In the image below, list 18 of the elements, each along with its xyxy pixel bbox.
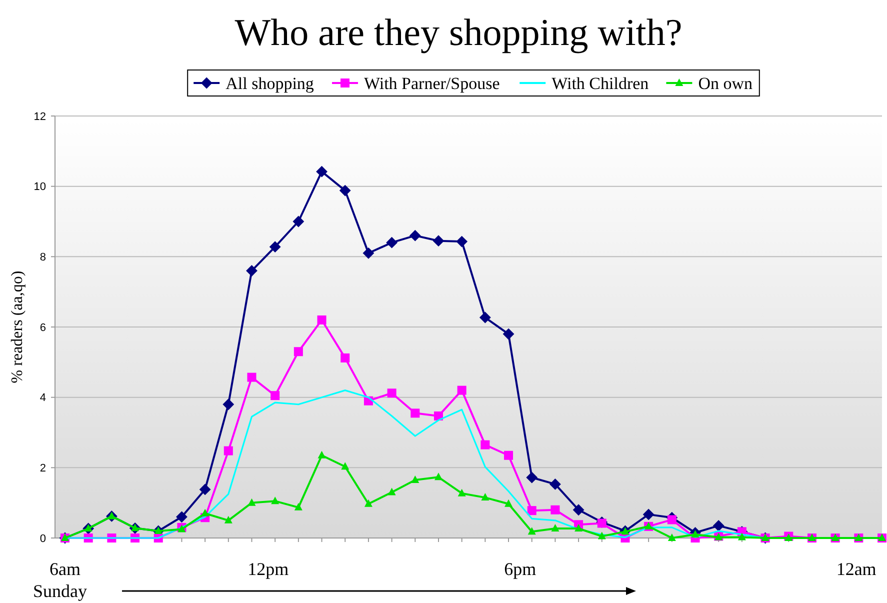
legend-label: On own	[698, 74, 754, 93]
y-tick-label: 2	[40, 462, 46, 475]
text: 12am	[836, 559, 876, 579]
y-tick-label: 0	[40, 532, 46, 545]
y-tick-label: 6	[40, 322, 46, 334]
legend-label: All shopping	[226, 74, 314, 93]
y-tick-label: 8	[40, 252, 46, 264]
y-tick-label: 10	[34, 181, 46, 194]
y-axis-title: % readers (aa,qo)	[9, 270, 26, 384]
text: Sunday	[33, 581, 87, 601]
chart-title: Who are they shopping with?	[234, 12, 682, 54]
legend-label: With Parner/Spouse	[364, 74, 500, 93]
y-tick-label: 12	[34, 110, 46, 123]
y-tick-label: 4	[40, 392, 46, 404]
text: 6pm	[504, 559, 536, 579]
legend-label: With Children	[552, 74, 650, 93]
text: 12pm	[248, 559, 289, 579]
text: 6am	[50, 559, 80, 579]
